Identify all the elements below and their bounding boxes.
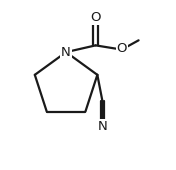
Text: O: O [117,42,127,55]
Text: O: O [90,11,101,24]
Text: N: N [98,120,107,133]
Text: N: N [61,46,71,59]
